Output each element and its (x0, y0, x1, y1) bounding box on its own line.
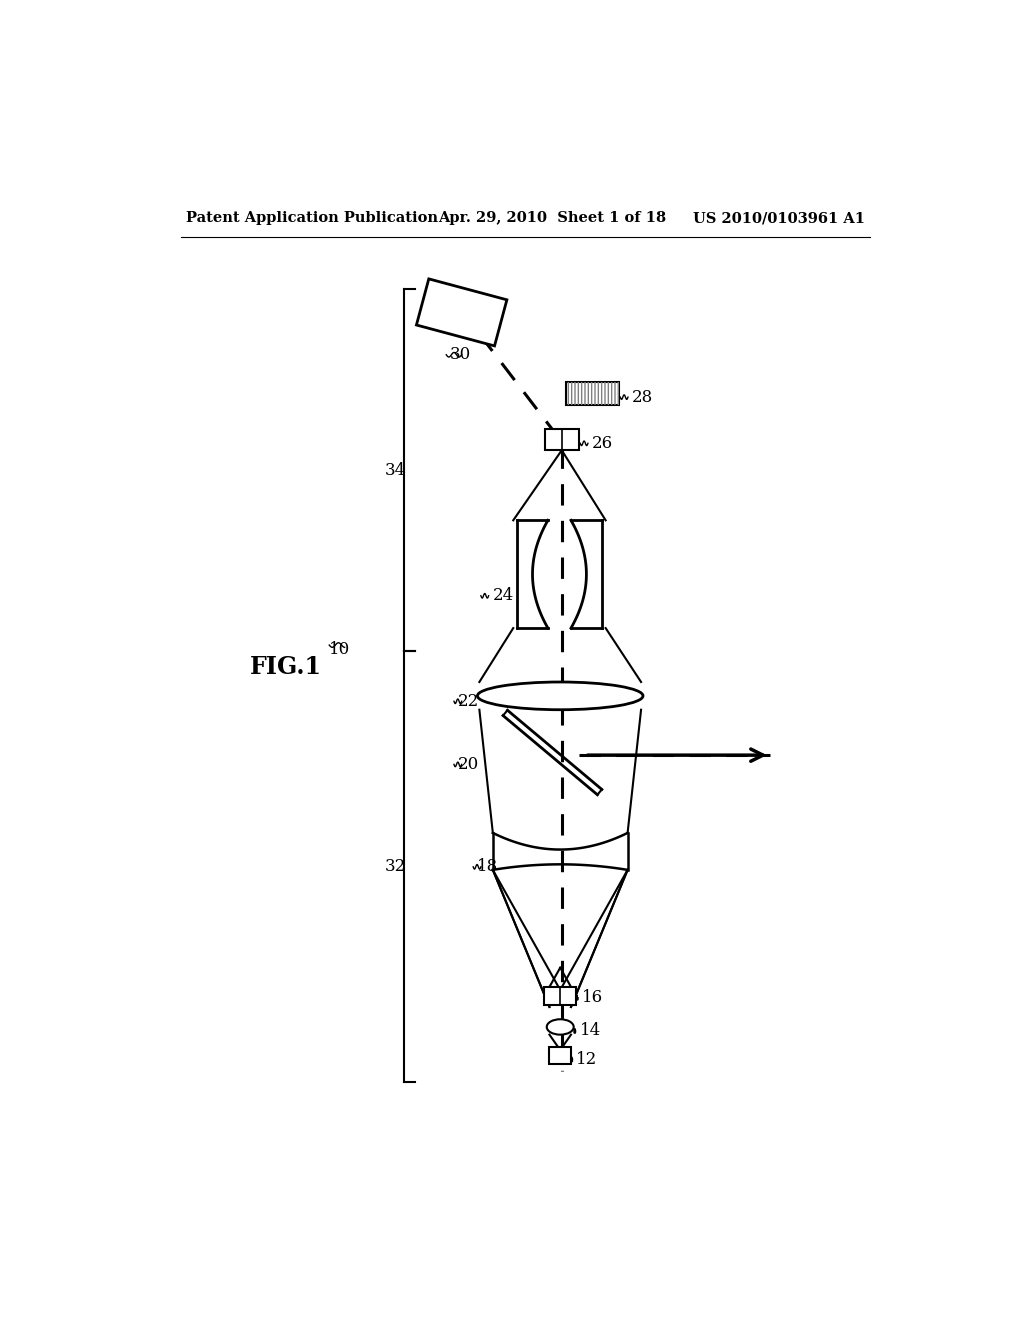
Text: Apr. 29, 2010  Sheet 1 of 18: Apr. 29, 2010 Sheet 1 of 18 (438, 211, 667, 226)
Bar (566, 381, 618, 405)
Text: 10: 10 (330, 642, 350, 659)
Text: 28: 28 (632, 388, 653, 405)
Text: 22: 22 (458, 693, 479, 710)
Text: 34: 34 (385, 462, 406, 479)
Text: FIG.1: FIG.1 (250, 655, 322, 678)
Bar (545, 429, 579, 450)
Text: 32: 32 (385, 858, 406, 875)
Ellipse shape (547, 1019, 573, 1035)
Text: 20: 20 (458, 756, 479, 774)
Text: 30: 30 (451, 346, 471, 363)
Text: 26: 26 (592, 434, 613, 451)
Text: Patent Application Publication: Patent Application Publication (186, 211, 438, 226)
Bar (544, 987, 577, 1006)
Bar (566, 381, 618, 405)
Bar (550, 1047, 571, 1064)
Bar (417, 279, 507, 346)
Text: 14: 14 (580, 1022, 601, 1039)
Ellipse shape (477, 682, 643, 710)
Text: 18: 18 (477, 858, 499, 875)
Text: 24: 24 (493, 587, 514, 605)
Text: 16: 16 (582, 989, 603, 1006)
Text: 12: 12 (577, 1051, 598, 1068)
Text: US 2010/0103961 A1: US 2010/0103961 A1 (692, 211, 864, 226)
